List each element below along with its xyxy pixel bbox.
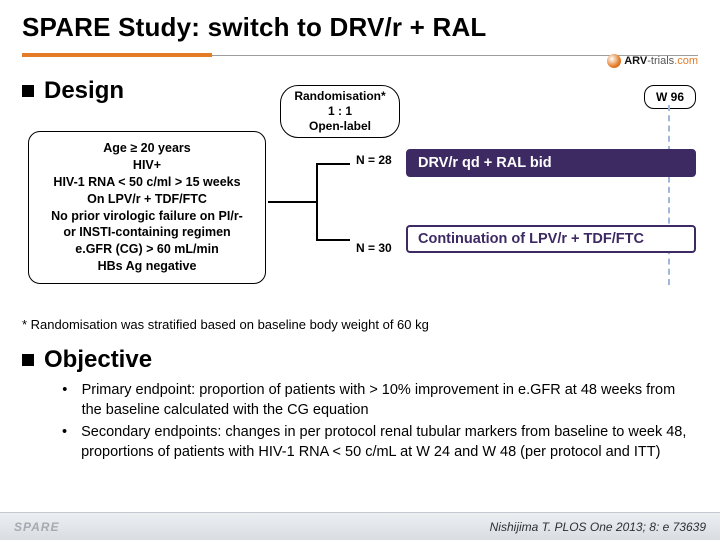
criteria-line: HIV-1 RNA < 50 c/ml > 15 weeks [35, 174, 259, 191]
design-diagram: Randomisation* 1 : 1 Open-label W 96 Age… [22, 111, 698, 311]
title-rule [22, 53, 698, 59]
arm-a-label: DRV/r qd + RAL bid [418, 155, 552, 171]
footer-tag: SPARE [14, 520, 59, 534]
bullet-icon [22, 354, 34, 366]
section-objective-label: Objective [44, 346, 152, 374]
section-objective-heading: Objective [22, 346, 698, 374]
randomisation-box: Randomisation* 1 : 1 Open-label [280, 85, 400, 138]
objective-text: Primary endpoint: proportion of patients… [82, 380, 698, 420]
list-item: • Primary endpoint: proportion of patien… [62, 380, 698, 420]
criteria-line: Age ≥ 20 years [35, 140, 259, 157]
brand-logo: ARV-trials.com [607, 54, 698, 68]
footer-citation: Nishijima T. PLOS One 2013; 8: e 73639 [490, 520, 706, 534]
arm-b-label: Continuation of LPV/r + TDF/FTC [418, 231, 644, 247]
slide: SPARE Study: switch to DRV/r + RAL ARV-t… [0, 0, 720, 540]
criteria-line: e.GFR (CG) > 60 mL/min [35, 241, 259, 258]
logo-prefix: ARV [624, 55, 647, 67]
logo-suffix: .com [674, 55, 698, 67]
criteria-line: No prior virologic failure on PI/r- [35, 208, 259, 225]
connector-stem [268, 201, 316, 203]
connector-bottom [316, 239, 350, 241]
bullet-icon [22, 85, 34, 97]
logo-icon [607, 54, 621, 68]
dot-icon: • [62, 422, 67, 462]
list-item: • Secondary endpoints: changes in per pr… [62, 422, 698, 462]
section-design-label: Design [44, 77, 124, 105]
connector-vsplit [316, 163, 318, 241]
objective-list: • Primary endpoint: proportion of patien… [62, 380, 698, 462]
rule-accent [22, 53, 212, 57]
arm-b-box: Continuation of LPV/r + TDF/FTC [406, 225, 696, 253]
slide-title: SPARE Study: switch to DRV/r + RAL [22, 12, 698, 43]
timepoint-box: W 96 [644, 85, 696, 109]
rand-line1: Randomisation* [285, 89, 395, 104]
criteria-line: On LPV/r + TDF/FTC [35, 191, 259, 208]
rand-line3: Open-label [285, 119, 395, 134]
inclusion-criteria-box: Age ≥ 20 years HIV+ HIV-1 RNA < 50 c/ml … [28, 131, 266, 284]
criteria-line: HIV+ [35, 157, 259, 174]
arm-a-box: DRV/r qd + RAL bid [406, 149, 696, 177]
randomisation-footnote: * Randomisation was stratified based on … [22, 317, 698, 332]
dot-icon: • [62, 380, 68, 420]
criteria-line: HBs Ag negative [35, 258, 259, 275]
connector-top [316, 163, 350, 165]
rand-line2: 1 : 1 [285, 104, 395, 119]
footer-bar: SPARE Nishijima T. PLOS One 2013; 8: e 7… [0, 512, 720, 540]
objective-text: Secondary endpoints: changes in per prot… [81, 422, 698, 462]
timepoint-dashed-line [668, 105, 670, 285]
arm-a-n: N = 28 [356, 153, 392, 167]
arm-b-n: N = 30 [356, 241, 392, 255]
logo-mid: -trials [647, 55, 674, 67]
criteria-line: or INSTI-containing regimen [35, 224, 259, 241]
